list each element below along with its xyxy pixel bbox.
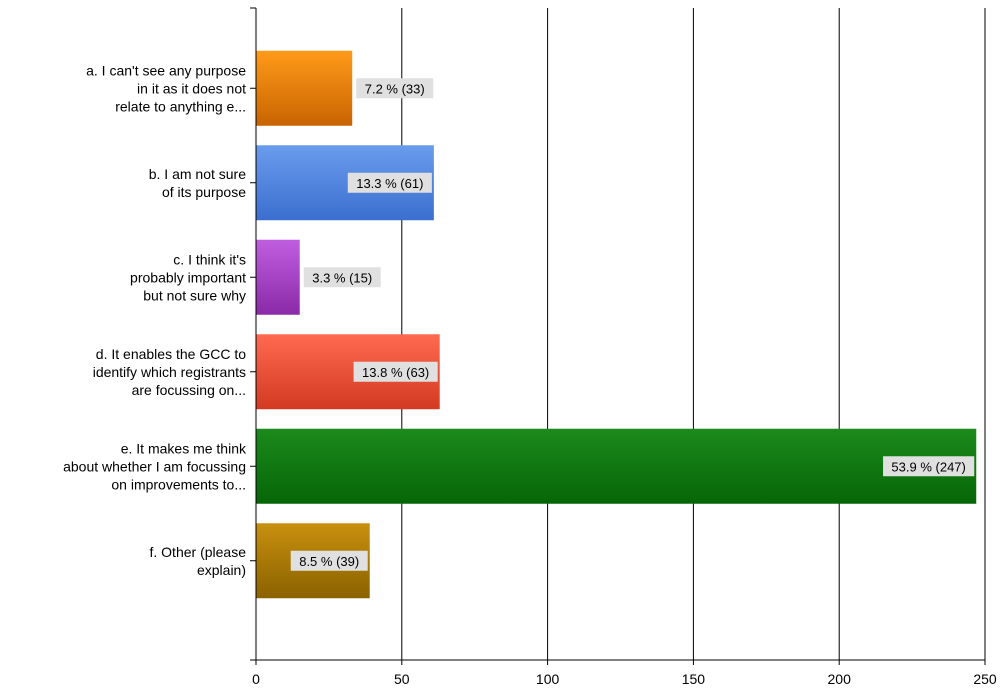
- category-label: c. I think it's probably important but not…: [130, 251, 246, 303]
- category-label: b. I am not sure of its purpose: [149, 166, 246, 200]
- category-label: e. It makes me think about whether I am f…: [63, 440, 247, 492]
- data-label: 7.2 % (33): [365, 81, 425, 96]
- grid-lines: [401, 8, 986, 660]
- bar: [256, 428, 977, 504]
- bar: [256, 239, 300, 315]
- category-label: f. Other (please explain): [150, 544, 247, 578]
- data-label-box: [347, 172, 432, 193]
- data-label-box: [353, 361, 438, 382]
- x-tick-label: 50: [394, 671, 410, 687]
- category-label: a. I can't see any purpose in it as it do…: [86, 62, 246, 114]
- bars: [256, 50, 977, 599]
- axes: [250, 7, 986, 665]
- data-label: 8.5 % (39): [299, 554, 359, 569]
- data-label: 13.8 % (63): [362, 365, 429, 380]
- x-tick-label: 0: [252, 671, 260, 687]
- x-tick-label: 200: [828, 671, 852, 687]
- data-label: 3.3 % (15): [312, 270, 372, 285]
- x-tick-label: 250: [973, 671, 997, 687]
- data-label-box: [290, 550, 368, 571]
- labels: 0 50 100 150 200 250 a. I can't see any purpos…: [63, 62, 997, 687]
- data-label: 53.9 % (247): [891, 459, 965, 474]
- bar: [256, 50, 353, 126]
- x-tick-label: 100: [536, 671, 560, 687]
- data-label-box: [883, 456, 975, 477]
- category-label: d. It enables the GCC to identify which r…: [93, 346, 247, 398]
- data-label-box: [356, 78, 434, 99]
- x-tick-label: 150: [682, 671, 706, 687]
- data-label: 13.3 % (61): [356, 176, 423, 191]
- data-label-box: [303, 267, 381, 288]
